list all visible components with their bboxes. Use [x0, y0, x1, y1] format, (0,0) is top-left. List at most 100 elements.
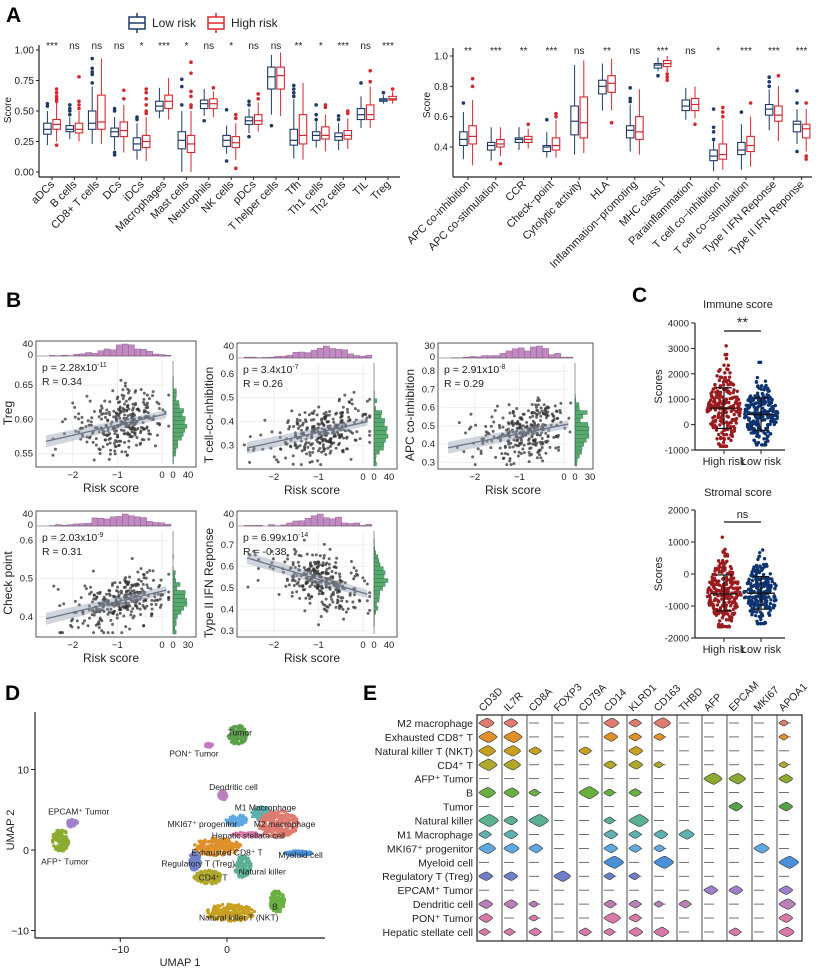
outlier-point	[346, 109, 350, 113]
data-point	[337, 441, 341, 445]
outlier-point	[269, 123, 274, 128]
top-histogram-bar	[365, 354, 373, 359]
panel-label-e: E	[363, 682, 377, 705]
data-point	[323, 447, 327, 451]
x-tick-label: Low risk	[741, 644, 782, 656]
outlier-point	[323, 103, 328, 107]
x-tick-label: CCR	[503, 179, 528, 204]
data-point	[127, 589, 131, 593]
data-point	[754, 580, 759, 585]
data-point	[295, 582, 299, 586]
data-point	[322, 542, 326, 546]
data-point	[101, 605, 105, 609]
outlier-point	[68, 112, 72, 117]
data-point	[123, 432, 127, 436]
data-point	[139, 441, 143, 445]
data-point	[337, 397, 341, 401]
low-risk-box	[177, 77, 187, 172]
data-point	[754, 610, 759, 614]
data-point	[539, 419, 543, 423]
data-point	[553, 404, 557, 408]
data-point	[721, 444, 726, 448]
data-point	[293, 444, 297, 448]
significance-label: **	[603, 46, 611, 57]
low-risk-box	[709, 107, 718, 172]
data-point	[108, 432, 112, 436]
data-point	[111, 611, 115, 615]
right-histogram-bar	[172, 629, 177, 635]
data-point	[104, 423, 108, 427]
p-value-label: p = 6.99x10-14	[243, 532, 308, 544]
data-point	[755, 391, 760, 395]
data-point	[726, 415, 731, 419]
data-point	[121, 601, 125, 605]
right-histogram-bar	[574, 430, 589, 435]
data-point	[242, 443, 246, 447]
outlier-point	[665, 78, 669, 83]
y-tick-label: 0.25	[15, 137, 35, 148]
data-point	[762, 557, 767, 561]
data-point	[767, 611, 771, 616]
data-point	[92, 613, 96, 617]
data-point	[767, 595, 771, 599]
data-point	[761, 398, 766, 403]
data-point	[321, 564, 325, 568]
cell-point	[286, 831, 290, 836]
data-point	[52, 584, 56, 588]
data-point	[313, 574, 317, 578]
top-histogram-bar	[97, 350, 105, 357]
data-point	[142, 438, 146, 442]
data-point	[722, 428, 726, 433]
data-point	[122, 429, 126, 433]
right-histogram-tick-label: 0	[170, 470, 175, 481]
y-tick-label: 0.5	[221, 583, 234, 594]
box	[764, 103, 774, 116]
significance-label: ***	[490, 46, 502, 57]
data-point	[271, 557, 275, 561]
right-histogram-bar	[172, 606, 185, 611]
data-point	[772, 594, 776, 598]
data-point	[479, 449, 483, 453]
data-point	[713, 382, 717, 387]
outlier-point	[336, 114, 341, 118]
outlier-point	[795, 89, 799, 93]
outlier-point	[135, 115, 139, 119]
cell-point	[206, 908, 210, 912]
box	[718, 143, 728, 160]
outlier-point	[545, 117, 549, 122]
data-point	[339, 415, 343, 419]
data-point	[349, 571, 353, 575]
data-point	[149, 587, 153, 591]
data-point	[720, 586, 724, 590]
data-point	[732, 581, 737, 585]
outlier-point	[202, 118, 206, 123]
top-histogram-bar	[353, 355, 360, 359]
y-tick-label: 0.4	[221, 604, 234, 615]
top-histogram-bar	[286, 522, 294, 527]
box	[87, 110, 97, 130]
data-point	[105, 607, 109, 611]
data-point	[331, 417, 335, 421]
data-point	[342, 421, 346, 425]
low-risk-box	[459, 101, 468, 160]
data-point	[725, 423, 730, 428]
data-point	[750, 598, 754, 603]
data-point	[311, 580, 315, 584]
data-point	[109, 422, 113, 426]
data-point	[712, 584, 716, 589]
data-point	[304, 596, 308, 600]
cell-point	[290, 813, 294, 817]
low-risk-box	[737, 110, 746, 170]
cell-point	[223, 797, 227, 802]
data-point	[764, 602, 768, 607]
data-point	[269, 446, 273, 450]
data-point	[750, 606, 754, 611]
data-point	[94, 608, 98, 612]
box	[388, 95, 397, 101]
data-point	[730, 396, 735, 400]
data-point	[715, 603, 720, 607]
data-point	[135, 435, 139, 439]
high-risk-box	[365, 68, 375, 129]
data-point	[300, 428, 304, 432]
y-axis-title: Type II IFN Reponse	[202, 528, 216, 638]
